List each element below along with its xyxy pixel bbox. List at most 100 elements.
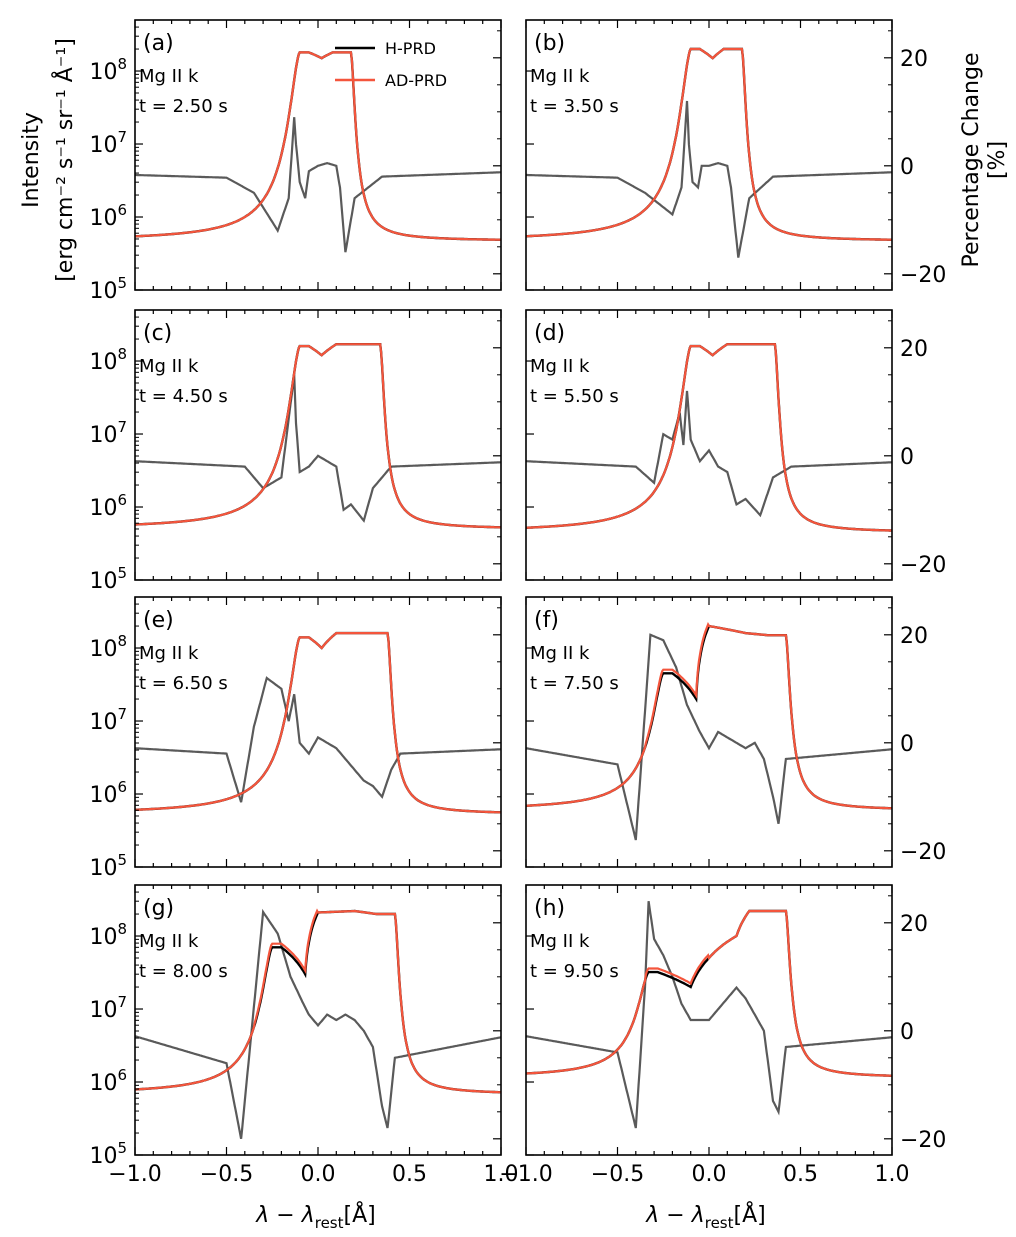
y-left-tick-exponent: 6	[117, 1066, 127, 1084]
x-tick-label: −1.0	[108, 1162, 161, 1187]
y-left-tick-exponent: 6	[117, 778, 127, 796]
panel-frame	[134, 309, 502, 581]
percent-change-line	[135, 908, 501, 1140]
y-left-tick-exponent: 5	[117, 274, 127, 292]
panel-time: t = 9.50 s	[530, 961, 619, 982]
y-left-tick-label: 106	[89, 201, 127, 231]
panel-time: t = 2.50 s	[139, 96, 228, 117]
x-tick-label: −1.0	[499, 1162, 552, 1187]
y-left-tick-base: 10	[89, 925, 117, 950]
x-tick-label: 1.0	[875, 1162, 910, 1187]
panel-time: t = 4.50 s	[139, 386, 228, 407]
y-left-tick-base: 10	[89, 637, 117, 662]
y-left-tick-label: 106	[89, 1066, 127, 1096]
y-left-tick-base: 10	[89, 710, 117, 735]
y-right-tick-label: −20	[900, 840, 946, 865]
panel-label: (c)	[143, 321, 172, 346]
x-tick-label: 1.0	[484, 1162, 519, 1187]
panel-label: (b)	[534, 31, 565, 56]
panel-label: (d)	[534, 321, 565, 346]
panel-frame	[134, 884, 502, 1156]
y-left-tick-base: 10	[89, 423, 117, 448]
y-left-tick-label: 106	[89, 778, 127, 808]
y-left-tick-base: 10	[89, 998, 117, 1023]
y-left-tick-base: 10	[89, 856, 117, 881]
panel-frame	[134, 19, 502, 291]
y-left-tick-base: 10	[89, 133, 117, 158]
y-right-tick-label: −20	[900, 1128, 946, 1153]
y-right-tick-label: 0	[900, 155, 914, 180]
y-left-tick-label: 107	[89, 993, 127, 1023]
x-tick-label: 0.5	[783, 1162, 818, 1187]
y-left-tick-base: 10	[89, 783, 117, 808]
panel-line-name: Mg II k	[530, 931, 590, 952]
y-right-tick-label: 20	[900, 912, 928, 937]
panel-time: t = 8.00 s	[139, 961, 228, 982]
panel-label: (a)	[143, 31, 174, 56]
x-axis-title-left-main: λ − λ	[255, 1203, 314, 1228]
y-left-tick-base: 10	[89, 350, 117, 375]
y-left-tick-exponent: 7	[117, 128, 127, 146]
ad-prd-line	[526, 343, 892, 532]
panel-line-name: Mg II k	[139, 643, 199, 664]
panel-d: −20 0 20 (d) Mg II k t = 5.50 s	[525, 309, 946, 581]
y-left-tick-exponent: 8	[117, 920, 127, 938]
y-right-tick-label: −20	[900, 553, 946, 578]
x-axis-title-right: λ − λrest[Å]	[645, 1201, 765, 1232]
x-tick-label: −0.5	[200, 1162, 253, 1187]
ad-prd-line	[135, 908, 501, 1094]
panel-frame	[134, 596, 502, 868]
y-right-tick-label: 0	[900, 1020, 914, 1045]
panel-time: t = 7.50 s	[530, 673, 619, 694]
y-right-tick-label: 0	[900, 445, 914, 470]
y-left-axis-title-line1: Intensity	[19, 112, 44, 208]
y-left-tick-label: 108	[89, 55, 127, 85]
x-axis-title-right-unit: [Å]	[734, 1201, 766, 1228]
percent-change-line	[135, 117, 501, 253]
y-left-tick-base: 10	[89, 206, 117, 231]
y-left-tick-base: 10	[89, 60, 117, 85]
y-left-tick-label: 108	[89, 345, 127, 375]
percent-change-line	[526, 100, 892, 258]
x-axis-title-left: λ − λrest[Å]	[255, 1201, 375, 1232]
percent-change-line	[526, 390, 892, 518]
panel-line-name: Mg II k	[139, 66, 199, 87]
y-left-axis-title-line2: [erg cm⁻² s⁻¹ sr⁻¹ Å⁻¹]	[51, 38, 78, 282]
y-left-tick-exponent: 7	[117, 993, 127, 1011]
y-left-tick-label: 105	[89, 564, 127, 594]
panel-time: t = 3.50 s	[530, 96, 619, 117]
y-left-tick-exponent: 7	[117, 418, 127, 436]
y-left-tick-exponent: 8	[117, 345, 127, 363]
ad-prd-line	[135, 343, 501, 529]
panel-frame	[525, 309, 893, 581]
y-right-tick-label: 0	[900, 732, 914, 757]
y-right-tick-label: 20	[900, 47, 928, 72]
y-left-tick-base: 10	[89, 1071, 117, 1096]
panel-frame	[525, 596, 893, 868]
y-right-tick-label: 20	[900, 337, 928, 362]
percent-change-line	[526, 633, 892, 841]
panel-label: (f)	[534, 608, 559, 633]
y-left-tick-exponent: 7	[117, 705, 127, 723]
y-left-tick-label: 107	[89, 705, 127, 735]
y-left-tick-exponent: 5	[117, 1139, 127, 1157]
x-axis-title-right-sub: rest	[705, 1214, 734, 1232]
panel-line-name: Mg II k	[530, 643, 590, 664]
percent-change-line	[526, 901, 892, 1129]
percent-change-line	[135, 676, 501, 803]
panel-time: t = 5.50 s	[530, 386, 619, 407]
y-left-tick-label: 106	[89, 491, 127, 521]
panel-b: −20 0 20 (b) Mg II k t = 3.50 s	[525, 19, 946, 291]
ad-prd-line	[526, 47, 892, 241]
y-left-tick-exponent: 5	[117, 851, 127, 869]
y-left-tick-base: 10	[89, 496, 117, 521]
y-left-tick-label: 105	[89, 851, 127, 881]
panel-line-name: Mg II k	[530, 66, 590, 87]
x-axis-title-left-sub: rest	[315, 1214, 344, 1232]
x-tick-label: 0.0	[692, 1162, 727, 1187]
